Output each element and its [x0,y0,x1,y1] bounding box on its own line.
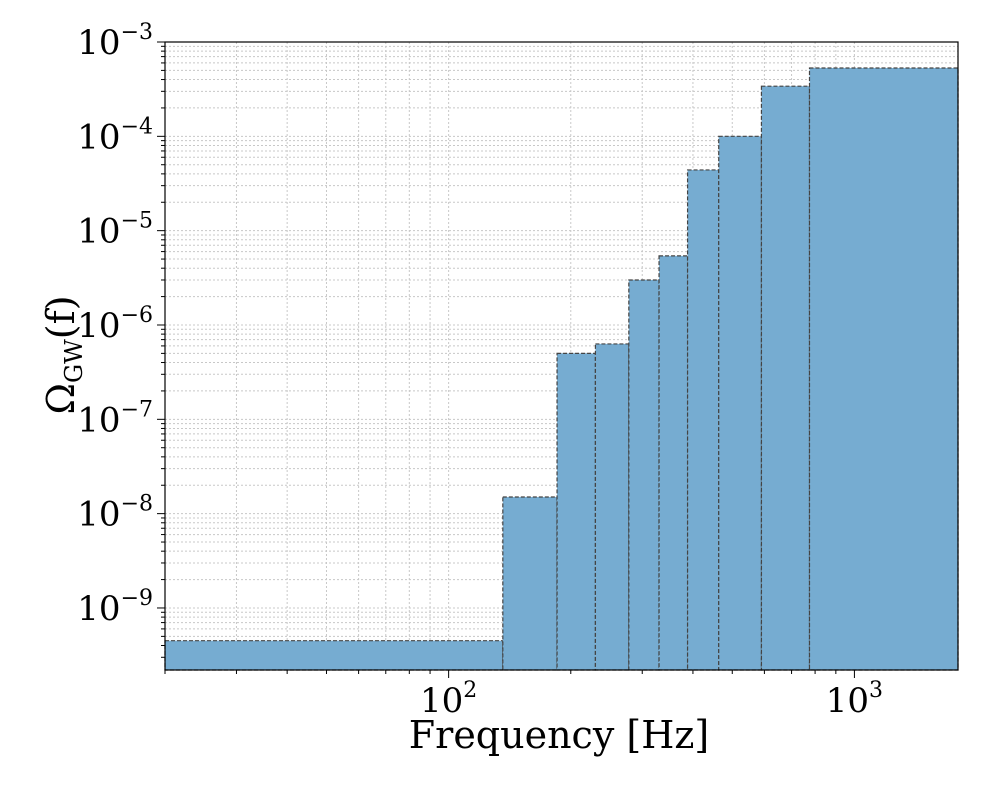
y-tick-label: 10−3 [77,20,153,63]
histogram-bar [594,343,630,671]
histogram-bar [556,352,597,671]
histogram-bar [628,279,660,671]
histogram-bars [164,67,959,671]
y-axis-label-suffix: (f) [39,295,83,339]
histogram-bar [686,169,720,671]
x-tick-label: 102 [420,678,477,721]
y-tick-label: 10−6 [77,303,153,346]
x-axis-label: Frequency [Hz] [409,713,709,757]
histogram-bar [658,255,689,671]
y-tick-label: 10−9 [77,586,153,629]
histogram-bar [718,135,763,671]
y-axis-label: ΩGW(f) [39,295,88,414]
y-tick-label: 10−7 [77,397,153,440]
svg-text:ΩGW(f): ΩGW(f) [39,295,88,414]
tick-labels: 10−9 10−8 10−7 10−6 10−5 10−4 10−3 102 103 [77,20,883,721]
histogram-bar [164,640,504,671]
y-tick-label: 10−4 [77,114,153,157]
histogram-bar [502,496,558,671]
axis-ticks [157,41,855,678]
histogram-bar [808,67,959,671]
histogram-bar [760,85,811,671]
y-tick-label: 10−5 [77,209,153,252]
y-axis-label-subscript: GW [60,339,88,383]
plot-frame [164,41,959,671]
y-axis-label-symbol: Ω [39,383,83,415]
y-tick-label: 10−8 [77,492,153,535]
x-tick-label: 103 [826,678,883,721]
